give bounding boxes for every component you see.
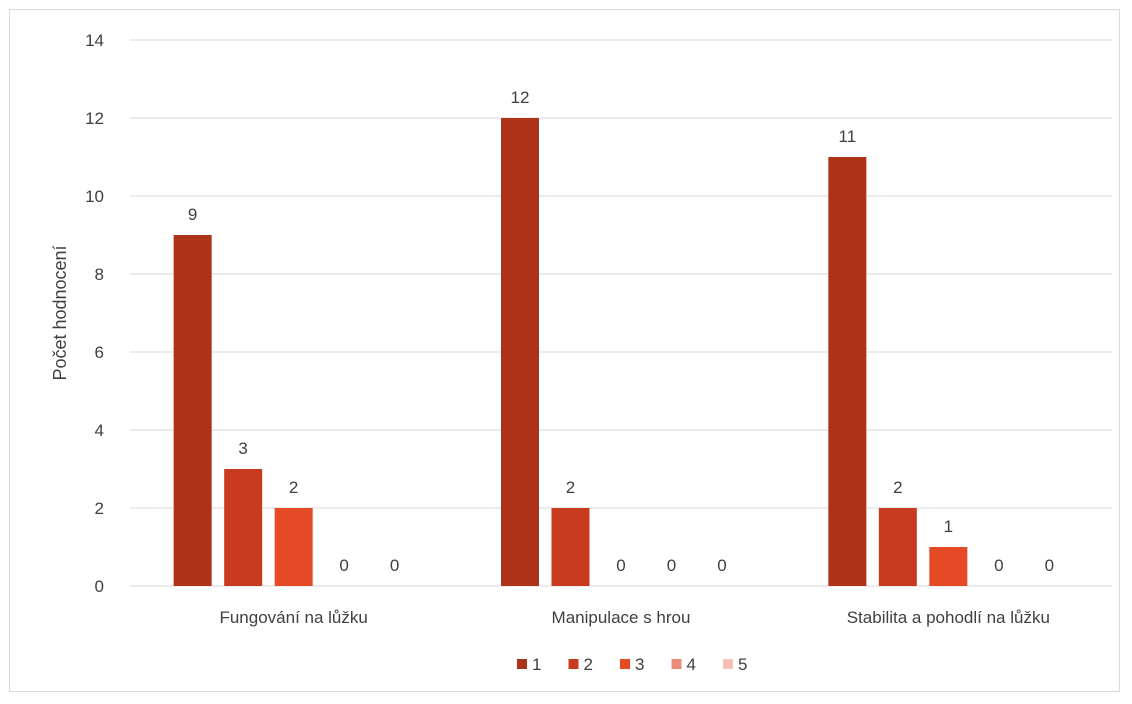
- data-label: 12: [511, 88, 530, 107]
- bar: [551, 508, 590, 586]
- y-axis-ticks: 0 2 4 6 8 10 12 14: [85, 31, 104, 596]
- bar: [173, 235, 212, 586]
- y-axis-label: Počet hodnocení: [50, 245, 70, 380]
- legend: 1 2 3 4 5: [517, 655, 747, 674]
- y-tick-label: 8: [95, 265, 104, 284]
- data-label: 11: [839, 127, 857, 146]
- y-tick-label: 2: [95, 499, 104, 518]
- legend-label: 1: [532, 655, 541, 674]
- y-tick-label: 12: [85, 109, 104, 128]
- data-label: 1: [944, 517, 953, 536]
- data-label: 0: [616, 556, 625, 575]
- data-label: 0: [717, 556, 726, 575]
- legend-swatch: [671, 659, 682, 669]
- x-tick-label: Stabilita a pohodlí na lůžku: [847, 608, 1050, 627]
- legend-label: 2: [584, 655, 593, 674]
- x-tick-label: Manipulace s hrou: [552, 608, 691, 627]
- gridlines: [130, 39, 1112, 587]
- x-axis-ticks: Fungování na lůžku Manipulace s hrou Stabi…: [219, 608, 1049, 627]
- bar: [828, 157, 867, 586]
- data-label: 9: [188, 205, 197, 224]
- legend-label: 4: [687, 655, 696, 674]
- data-label: 2: [893, 478, 902, 497]
- bar: [501, 118, 539, 586]
- legend-swatch: [568, 659, 579, 669]
- data-label: 0: [994, 556, 1003, 575]
- data-label: 3: [238, 439, 247, 458]
- y-tick-label: 4: [95, 421, 104, 440]
- bar: [929, 547, 968, 586]
- y-tick-label: 6: [95, 343, 104, 362]
- data-label: 0: [1045, 556, 1054, 575]
- y-tick-label: 14: [85, 31, 104, 50]
- bar: [224, 469, 263, 586]
- y-tick-label: 0: [95, 577, 104, 596]
- bar: [274, 508, 313, 586]
- legend-swatch: [517, 659, 527, 669]
- data-label: 2: [289, 478, 298, 497]
- data-label: 0: [339, 556, 348, 575]
- legend-label: 3: [635, 655, 644, 674]
- data-label: 0: [390, 556, 399, 575]
- data-label: 0: [667, 556, 676, 575]
- bars: 9 3 2 0 0 12 2 0 0 0 11 2 1 0 0: [173, 88, 1054, 586]
- bar: [878, 508, 917, 586]
- data-label: 2: [566, 478, 575, 497]
- legend-swatch: [723, 659, 733, 669]
- legend-label: 5: [738, 655, 747, 674]
- legend-swatch: [620, 659, 630, 669]
- x-tick-label: Fungování na lůžku: [219, 608, 367, 627]
- y-tick-label: 10: [85, 187, 104, 206]
